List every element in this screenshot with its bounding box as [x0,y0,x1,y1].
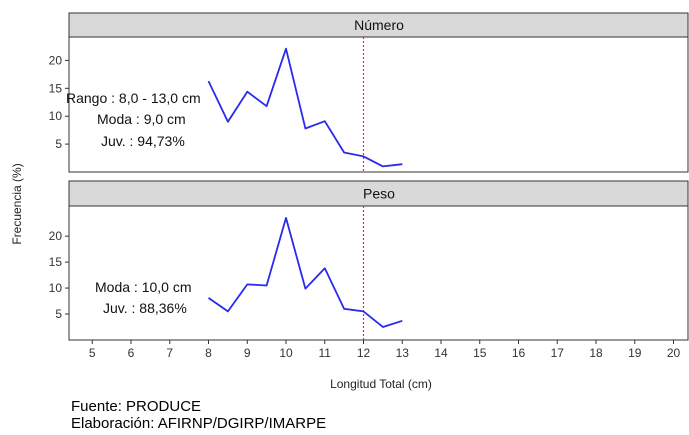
credit-note: Elaboración: AFIRNP/DGIRP/IMARPE [71,415,327,432]
annotation-text: Moda : 9,0 cm [97,111,186,127]
panel-frame [68,205,689,341]
panel-title: Peso [363,186,395,202]
x-tick-label: 19 [628,346,642,360]
y-tick-label: 5 [55,137,62,151]
x-tick-label: 8 [205,346,212,360]
x-tick-label: 12 [357,346,371,360]
x-tick-label: 18 [589,346,603,360]
x-tick-label: 17 [551,346,565,360]
panel-frame [68,36,689,173]
series-line [207,216,403,328]
annotation-text: Juv. : 88,36% [103,300,187,316]
y-tick-label: 20 [49,53,63,67]
panel-strip [68,12,689,38]
x-tick-label: 9 [244,346,251,360]
x-tick-label: 5 [89,346,96,360]
x-axis-label: Longitud Total (cm) [330,377,432,391]
y-axis-label: Frecuencia (%) [10,163,24,244]
x-tick-label: 20 [667,346,681,360]
annotation-text: Moda : 10,0 cm [95,279,192,295]
x-tick-label: 6 [128,346,135,360]
y-tick-label: 5 [55,307,62,321]
y-tick-label: 15 [49,81,63,95]
annotation-text: Rango : 8,0 - 13,0 cm [66,90,201,106]
source-note: Fuente: PRODUCE [71,398,202,415]
x-tick-label: 7 [166,346,173,360]
series-line [207,47,403,168]
x-tick-label: 11 [319,346,332,360]
annotation-text: Juv. : 94,73% [101,133,185,149]
x-tick-label: 10 [279,346,293,360]
y-tick-label: 20 [49,229,63,243]
panel-title: Número [354,17,404,33]
x-tick-label: 16 [512,346,526,360]
x-tick-label: 14 [434,346,448,360]
x-tick-label: 13 [396,346,410,360]
y-tick-label: 15 [49,255,63,269]
y-tick-label: 10 [49,109,63,123]
x-tick-label: 15 [473,346,487,360]
panel-strip [68,180,689,207]
y-tick-label: 10 [49,281,63,295]
